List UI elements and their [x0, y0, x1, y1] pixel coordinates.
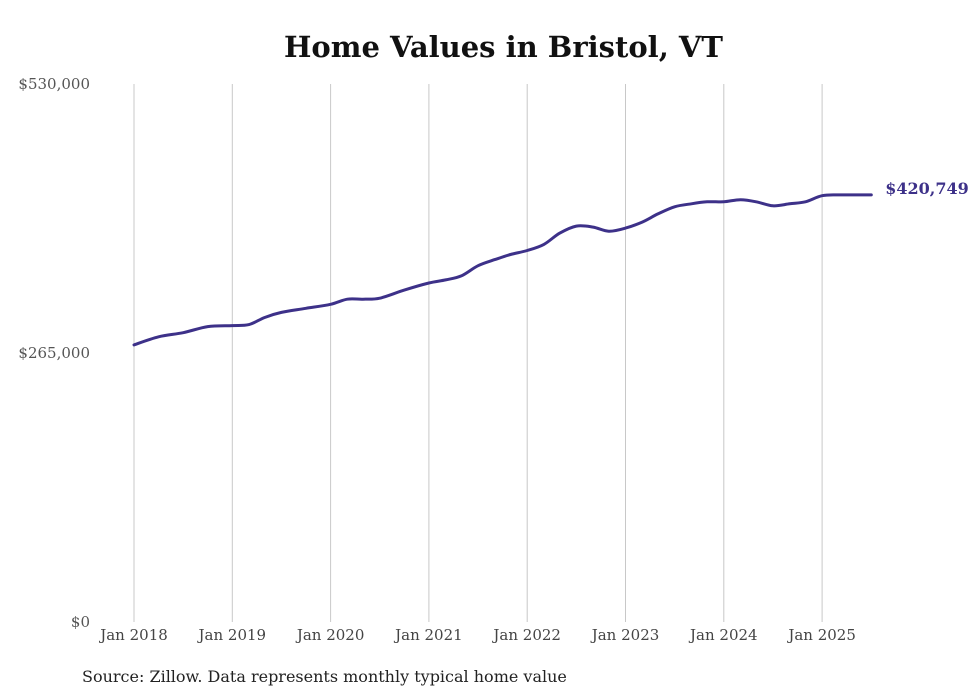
x-tick-label: Jan 2023	[590, 626, 660, 644]
series-line	[132, 193, 873, 347]
x-tick-label: Jan 2025	[786, 626, 856, 644]
x-tick-label: Jan 2018	[98, 626, 168, 644]
x-tick-label: Jan 2020	[295, 626, 365, 644]
x-axis-ticks: Jan 2018 Jan 2019 Jan 2020 Jan 2021 Jan 2022…	[98, 626, 856, 644]
y-tick-label: $0	[71, 613, 90, 631]
y-tick-label: $530,000	[18, 75, 90, 93]
end-value-label: $420,749	[885, 179, 969, 198]
x-tick-label: Jan 2021	[393, 626, 463, 644]
x-tick-label: Jan 2019	[197, 626, 267, 644]
x-tick-label: Jan 2024	[688, 626, 758, 644]
x-tick-label: Jan 2022	[491, 626, 561, 644]
gridlines	[133, 84, 823, 622]
y-axis-ticks: $0 $265,000 $530,000	[18, 75, 90, 631]
series-layer: $420,749	[132, 179, 969, 347]
source-note: Source: Zillow. Data represents monthly …	[82, 667, 567, 686]
chart-title: Home Values in Bristol, VT	[284, 30, 723, 64]
y-tick-label: $265,000	[18, 344, 90, 362]
